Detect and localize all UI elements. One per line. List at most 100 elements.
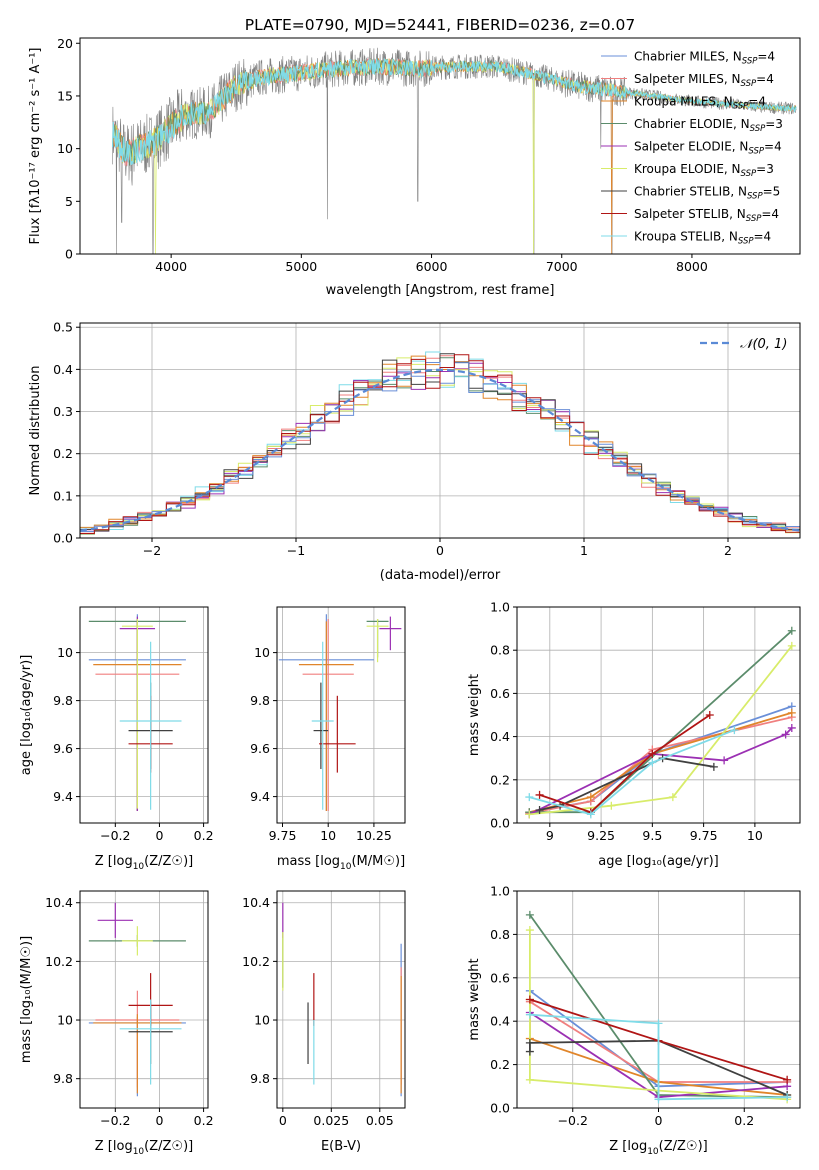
weight-point-marker [525, 793, 534, 802]
y-axis-label: age [log₁₀(age/yr)] [19, 655, 34, 776]
y-tick-label: 0 [65, 247, 73, 262]
y-tick-label: 0.4 [490, 729, 510, 744]
data-point [93, 1014, 182, 1094]
x-tick-label: 10 [320, 828, 336, 843]
legend-entry: Kroupa ELODIE, NSSP=3 [634, 162, 774, 179]
x-tick-label: 4000 [155, 259, 187, 274]
weight-point-marker [654, 1095, 663, 1104]
y-tick-label: 9.6 [250, 741, 270, 756]
y-tick-label: 0.3 [53, 404, 73, 419]
weight-series-line [529, 729, 735, 816]
y-tick-label: 10 [57, 141, 73, 156]
weight-point-marker [525, 1047, 534, 1056]
y-tick-label: 20 [57, 36, 73, 51]
data-point [121, 926, 153, 956]
weight-point-marker [586, 810, 595, 819]
x-tick-label: −0.2 [558, 1113, 588, 1128]
weight-series [525, 641, 796, 819]
x-tick-label: −0.2 [100, 828, 130, 843]
weight-point-marker [525, 910, 534, 919]
normal-reference-curve [80, 368, 800, 532]
weight-point-marker [648, 758, 657, 767]
x-tick-label: 0 [155, 1113, 163, 1128]
data-point [319, 695, 356, 773]
panel-age_vs_Z: −0.2 0 0.2 9.4 9.6 9.8 10 Z [log10(Z/Z☉)] age [l… [19, 606, 214, 872]
y-tick-label: 10 [254, 645, 270, 660]
data-point [119, 641, 182, 810]
data-point [121, 619, 153, 809]
y-tick-label: 0.8 [490, 643, 510, 658]
y-tick-label: 0.0 [490, 816, 510, 831]
weight-point-marker [720, 756, 729, 765]
x-tick-label: 0 [155, 828, 163, 843]
weight-series-line [529, 645, 793, 816]
x-tick-label: 0 [655, 1113, 663, 1128]
axes-age_vs_mass: 9.75 10 10.25 9.4 9.6 9.8 10 mass [log10(M/M☉)] [250, 606, 406, 872]
weight-point-marker [787, 626, 796, 635]
axes-weight_vs_age: 9 9.25 9.5 9.75 10 0.0 0.2 0.4 0.6 0.8 1.0 age [log… [467, 600, 801, 869]
x-tick-label: 10.25 [356, 828, 392, 843]
x-tick-label: 0.025 [313, 1113, 349, 1128]
weight-point-marker [709, 762, 718, 771]
axes-frame [276, 890, 406, 1109]
plot-area-mass_vs_EBV [282, 902, 402, 1097]
x-tick-label: 9.5 [642, 828, 662, 843]
y-axis-label: Normed distribution [28, 366, 43, 496]
x-tick-label: 0.2 [194, 1113, 214, 1128]
data-point [366, 619, 389, 663]
weight-series-line [529, 930, 788, 1101]
data-point [313, 682, 329, 769]
weight-series-line [529, 711, 793, 814]
weight-series [525, 726, 739, 819]
plot-area-age_vs_Z [88, 614, 186, 811]
x-tick-label: 9.75 [690, 828, 718, 843]
weight-series-line [529, 1039, 788, 1096]
legend-entry: Chabrier MILES, NSSP=4 [634, 50, 775, 67]
x-tick-label: −0.2 [100, 1113, 130, 1128]
x-tick-label: 8000 [676, 259, 708, 274]
y-tick-label: 9.8 [53, 1071, 73, 1086]
weight-point-marker [783, 1075, 792, 1084]
y-axis-label: Flux [fλ10⁻¹⁷ erg cm⁻² s⁻¹ A⁻¹] [28, 48, 43, 245]
model-spectrum-line [111, 57, 797, 166]
x-axis-label: age [log₁₀(age/yr)] [598, 854, 719, 869]
panel-spectrum: 4000 5000 6000 7000 8000 0 5 10 15 20 wavelength [… [28, 36, 801, 298]
y-tick-label: 10 [57, 1013, 73, 1028]
legend-entry: Kroupa MILES, NSSP=4 [634, 95, 766, 112]
weight-point-marker [525, 810, 534, 819]
y-tick-label: 0.8 [490, 927, 510, 942]
histogram-step [80, 354, 800, 538]
weight-series-line [539, 757, 715, 811]
y-tick-label: 10.4 [45, 895, 73, 910]
weight-point-marker [668, 793, 677, 802]
data-point [302, 619, 354, 811]
weight-point-marker [730, 726, 739, 735]
y-tick-label: 9.8 [53, 693, 73, 708]
x-tick-label: 6000 [416, 259, 448, 274]
x-axis-label: wavelength [Angstrom, rest frame] [326, 283, 555, 298]
plot-area-mass_vs_Z [88, 902, 186, 1097]
x-tick-label: 0 [436, 543, 444, 558]
y-tick-label: 0.5 [53, 320, 73, 335]
weight-point-marker [783, 1093, 792, 1102]
weight-point-marker [525, 926, 534, 935]
panel-mass_vs_EBV: 0 0.025 0.05 9.8 10 10.2 10.4 E(B-V) [242, 890, 406, 1154]
legend-entry: Salpeter MILES, NSSP=4 [634, 72, 774, 89]
y-tick-label: 1.0 [490, 600, 510, 615]
y-tick-label: 10.2 [242, 954, 270, 969]
plot-area-weight_vs_age [525, 626, 796, 819]
x-tick-label: 0 [279, 1113, 287, 1128]
weight-point-marker [525, 1075, 534, 1084]
panel-residuals: −2 −1 0 1 2 0.0 0.1 0.2 0.3 0.4 0.5 (data-model)/er… [28, 320, 801, 583]
y-tick-label: 0.2 [490, 1057, 510, 1072]
y-tick-label: 5 [65, 194, 73, 209]
y-tick-label: 10 [57, 645, 73, 660]
model-spectrum-line [112, 58, 797, 254]
weight-point-marker [787, 641, 796, 650]
legend-entry: 𝒩(0, 1) [740, 337, 787, 352]
weight-series-line [529, 630, 793, 814]
figure-title: PLATE=0790, MJD=52441, FIBERID=0236, z=0… [245, 16, 635, 34]
legend-entry: Chabrier STELIB, NSSP=5 [634, 185, 780, 202]
weight-series-line [529, 1013, 788, 1101]
